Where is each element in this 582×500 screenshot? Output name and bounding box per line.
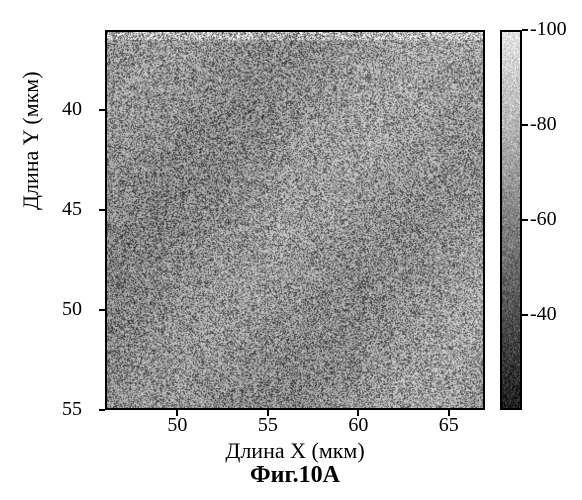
y-axis-label: Длина Y (мкм) [18,71,44,210]
figure-caption: Фиг.10A [105,462,485,489]
colorbar-tick-label: -80 [530,113,557,136]
colorbar-tick-mark [522,29,528,31]
x-tick-label: 65 [429,414,469,437]
y-tick-mark [99,209,105,211]
x-tick-label: 60 [338,414,378,437]
y-tick-mark [99,309,105,311]
colorbar-tick-mark [522,124,528,126]
y-tick-mark [99,409,105,411]
colorbar-tick-mark [522,314,528,316]
y-tick-label: 50 [42,298,82,321]
colorbar-tick-label: -60 [530,208,557,231]
x-axis-label: Длина X (мкм) [105,438,485,464]
x-tick-label: 55 [248,414,288,437]
colorbar-canvas [502,32,520,408]
colorbar-tick-label: -40 [530,303,557,326]
y-tick-label: 55 [42,398,82,421]
colorbar [500,30,522,410]
x-tick-mark [176,410,178,416]
colorbar-tick-label: -100 [530,18,567,41]
y-tick-mark [99,109,105,111]
heatmap-plot [105,30,485,410]
x-tick-mark [267,410,269,416]
x-tick-label: 50 [157,414,197,437]
figure-10a: Длина Y (мкм) Длина X (мкм) Фиг.10A 40 45… [10,10,572,490]
x-tick-mark [357,410,359,416]
y-tick-label: 40 [42,98,82,121]
colorbar-tick-mark [522,219,528,221]
heatmap-canvas [107,32,483,408]
y-tick-label: 45 [42,198,82,221]
x-tick-mark [448,410,450,416]
